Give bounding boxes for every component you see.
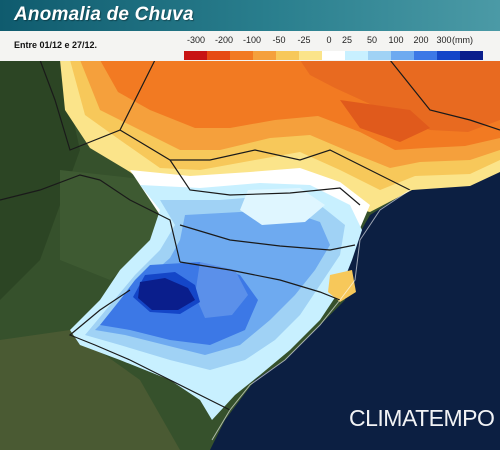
legend-swatch (207, 51, 230, 60)
legend-swatch (184, 51, 207, 60)
state-border-northeast (389, 59, 500, 131)
land-patch-west (0, 60, 80, 300)
legend-swatch (276, 51, 299, 60)
state-border-west (39, 59, 156, 151)
anomaly-white-patch (240, 188, 325, 225)
legend-label: -300 (186, 35, 206, 45)
legend-swatches (184, 51, 483, 60)
state-border-parana-south (179, 224, 356, 251)
coastline (211, 189, 411, 441)
borders (0, 59, 500, 411)
legend-label: -100 (242, 35, 262, 45)
legend-label: 100 (388, 35, 404, 45)
ocean (210, 170, 500, 450)
anomaly-core-orange (340, 100, 430, 142)
legend-bar: Entre 01/12 e 27/12. -300 -200 -100 -50 … (0, 31, 500, 61)
legend-label: -50 (272, 35, 286, 45)
legend-swatch (253, 51, 276, 60)
legend-label: 50 (366, 35, 378, 45)
title-bar: Anomalia de Chuva (0, 0, 500, 31)
anomaly-coastal-yellow (328, 270, 356, 302)
legend-swatch (368, 51, 391, 60)
country-border-south (68, 289, 231, 411)
legend-swatch (414, 51, 437, 60)
legend-label: 300 (436, 35, 452, 45)
legend-swatch (299, 51, 322, 60)
anomaly-deep-orange (300, 60, 500, 132)
legend-label: 25 (341, 35, 353, 45)
legend-label: -200 (214, 35, 234, 45)
legend-scale-labels: -300 -200 -100 -50 -25 0 25 50 100 200 3… (184, 35, 484, 47)
anomaly-peak-core (138, 278, 195, 310)
legend-swatch (437, 51, 460, 60)
country-border-west (0, 174, 101, 201)
country-border-paraguay (99, 179, 181, 263)
legend-swatch (230, 51, 253, 60)
state-border-santa-catarina (179, 261, 341, 301)
legend-swatch (322, 51, 345, 60)
legend-label: 0 (326, 35, 332, 45)
anomaly-blue-variation (195, 262, 248, 318)
legend-label: 200 (413, 35, 429, 45)
legend-swatch (460, 51, 483, 60)
period-label: Entre 01/12 e 27/12. (14, 40, 98, 50)
state-border-parana-north (169, 159, 361, 206)
legend-swatch (391, 51, 414, 60)
land-patch-southwest (0, 330, 180, 450)
legend-label: -25 (297, 35, 311, 45)
legend-unit: (mm) (452, 35, 473, 45)
brand-logo: CLIMATEMPO (349, 405, 495, 431)
legend-swatch (345, 51, 368, 60)
state-border-north (119, 129, 411, 191)
map-title: Anomalia de Chuva (14, 4, 194, 25)
